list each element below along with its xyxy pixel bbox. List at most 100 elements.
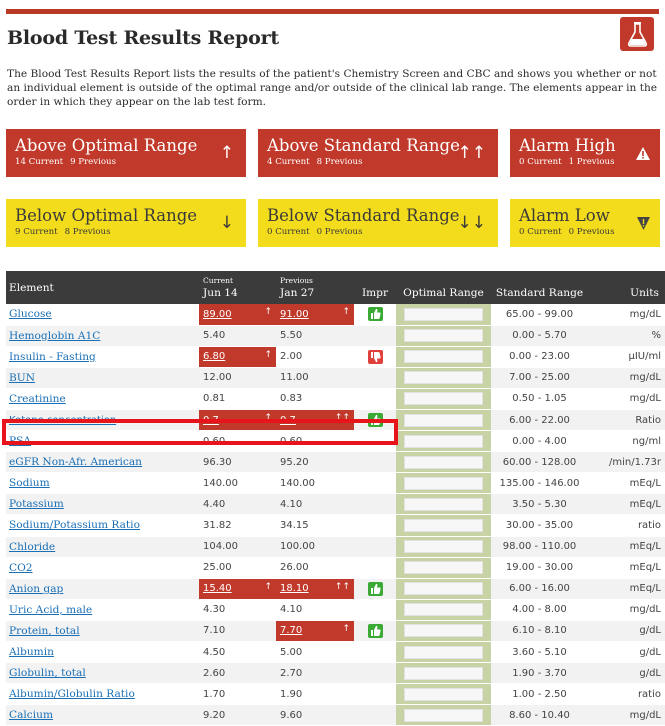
element-link[interactable]: BUN [9, 371, 35, 384]
element-link[interactable]: Chloride [9, 540, 56, 553]
units: ratio [588, 514, 665, 537]
previous-value-text: 2.00 [280, 351, 303, 363]
element-link[interactable]: Glucose [9, 308, 52, 321]
card-below-optimal[interactable]: Below Optimal Range 9 Current 8 Previous … [6, 199, 246, 247]
current-value-text: 104.00 [203, 541, 238, 553]
optimal-range-cell [396, 641, 491, 664]
current-value-text: 4.50 [203, 646, 226, 658]
element-cell[interactable]: Insulin - Fasting [6, 346, 199, 368]
element-link[interactable]: Hemoglobin A1C [9, 329, 101, 342]
header-optimal-range: Optimal Range [396, 271, 491, 304]
element-cell[interactable]: Ketone concentration [6, 409, 199, 432]
previous-value: 0.60 [276, 430, 354, 453]
element-cell[interactable]: Albumin/Globulin Ratio [6, 683, 199, 706]
element-cell[interactable]: Globulin, total [6, 662, 199, 685]
element-cell[interactable]: Protein, total [6, 620, 199, 643]
optimal-range-bar [404, 392, 483, 406]
optimal-range-cell [396, 346, 491, 368]
table-row: Albumin 4.50 5.00 3.60 - 5.10 g/dL [6, 641, 665, 664]
current-value: 0.81 [199, 388, 276, 410]
element-link[interactable]: Globulin, total [9, 667, 86, 680]
element-cell[interactable]: Anion gap [6, 578, 199, 600]
improvement-cell [354, 683, 396, 706]
arrow-up-icon: ↑ [264, 349, 272, 360]
element-cell[interactable]: Calcium [6, 704, 199, 726]
element-cell[interactable]: Sodium [6, 472, 199, 495]
element-cell[interactable]: Hemoglobin A1C [6, 325, 199, 347]
element-cell[interactable]: PSA [6, 430, 199, 453]
units: mEq/L [588, 578, 665, 600]
optimal-range-bar [404, 687, 483, 701]
table-row: Protein, total 7.10 7.70 ↑ 6.10 - 8.10 g/dL [6, 620, 665, 643]
element-link[interactable]: Uric Acid, male [9, 603, 93, 616]
table-row: Globulin, total 2.60 2.70 1.90 - 3.70 g/dL [6, 662, 665, 685]
element-cell[interactable]: Potassium [6, 493, 199, 516]
units: mg/dL [588, 388, 665, 410]
table-row: eGFR Non-Afr. American 96.30 95.20 60.00 - … [6, 451, 665, 474]
optimal-range-bar [404, 307, 483, 321]
previous-value: 26.00 [276, 557, 354, 579]
element-cell[interactable]: Glucose [6, 304, 199, 326]
element-link[interactable]: Insulin - Fasting [9, 350, 96, 363]
table-row: Anion gap 15.40 ↑ 18.10 ↑↑ 6.00 - 16.00 mEq/L [6, 578, 665, 600]
previous-value-text: 95.20 [280, 456, 309, 468]
table-row: PSA 0.60 0.60 0.00 - 4.00 ng/ml [6, 430, 665, 453]
standard-range: 4.00 - 8.00 [491, 599, 588, 621]
element-cell[interactable]: Chloride [6, 536, 199, 558]
element-link[interactable]: Protein, total [9, 624, 80, 637]
element-link[interactable]: eGFR Non-Afr. American [9, 456, 142, 469]
element-link[interactable]: Albumin/Globulin Ratio [9, 688, 135, 701]
element-link[interactable]: Potassium [9, 498, 64, 511]
current-value-text: 2.60 [203, 667, 226, 679]
optimal-range-bar [404, 708, 483, 722]
standard-range: 65.00 - 99.00 [491, 304, 588, 326]
card-current: 0 Current [519, 157, 562, 167]
current-value: 4.40 [199, 493, 276, 516]
element-link[interactable]: Sodium [9, 477, 50, 490]
units: /min/1.73r [588, 451, 665, 474]
element-link[interactable]: PSA [9, 435, 32, 448]
standard-range: 0.00 - 5.70 [491, 325, 588, 347]
element-cell[interactable]: CO2 [6, 557, 199, 579]
card-below-standard[interactable]: Below Standard Range 0 Current 0 Previous… [258, 199, 498, 247]
units: g/dL [588, 620, 665, 643]
previous-value-text: 18.10 [280, 583, 309, 595]
optimal-range-cell [396, 514, 491, 537]
improvement-cell [354, 367, 396, 389]
current-value-text: 96.30 [203, 456, 232, 468]
current-value-text: 0.81 [203, 393, 226, 405]
header-current-label: Current [199, 271, 276, 285]
element-cell[interactable]: Albumin [6, 641, 199, 664]
element-cell[interactable]: eGFR Non-Afr. American [6, 451, 199, 474]
optimal-range-cell [396, 704, 491, 726]
current-value: 4.30 [199, 599, 276, 621]
optimal-range-cell [396, 451, 491, 474]
arrow-up-icon: ↑ [342, 623, 350, 634]
element-link[interactable]: CO2 [9, 561, 33, 574]
card-current: 14 Current [15, 157, 64, 167]
standard-range: 0.50 - 1.05 [491, 388, 588, 410]
element-link[interactable]: Albumin [9, 646, 54, 659]
element-link[interactable]: Calcium [9, 709, 53, 722]
units: mEq/L [588, 472, 665, 495]
current-value: 2.60 [199, 662, 276, 685]
element-cell[interactable]: Sodium/Potassium Ratio [6, 514, 199, 537]
improvement-cell [354, 599, 396, 621]
table-row: Albumin/Globulin Ratio 1.70 1.90 1.00 - 2.5… [6, 683, 665, 706]
optimal-range-bar [404, 540, 483, 554]
previous-value-text: 0.83 [280, 393, 303, 405]
element-link[interactable]: Anion gap [9, 582, 64, 595]
card-alarm-low[interactable]: Alarm Low 0 Current 0 Previous [510, 199, 660, 247]
card-above-optimal[interactable]: Above Optimal Range 14 Current 9 Previous… [6, 129, 246, 177]
element-cell[interactable]: BUN [6, 367, 199, 389]
card-alarm-high[interactable]: Alarm High 0 Current 1 Previous [510, 129, 660, 177]
element-link[interactable]: Sodium/Potassium Ratio [9, 519, 140, 532]
optimal-range-cell [396, 325, 491, 347]
element-link[interactable]: Ketone concentration [9, 415, 117, 427]
element-link[interactable]: Creatinine [9, 392, 66, 405]
card-previous: 8 Previous [64, 227, 111, 237]
element-cell[interactable]: Creatinine [6, 388, 199, 410]
element-cell[interactable]: Uric Acid, male [6, 599, 199, 621]
current-value: 140.00 [199, 472, 276, 495]
card-above-standard[interactable]: Above Standard Range 4 Current 8 Previous… [258, 129, 498, 177]
